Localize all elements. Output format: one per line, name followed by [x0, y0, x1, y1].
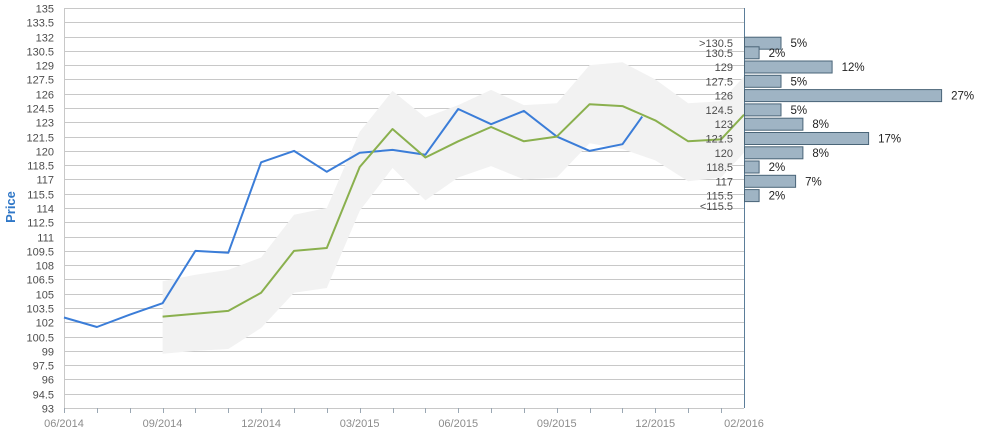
histogram-bin-label: 120 [715, 148, 733, 160]
confidence-band [162, 62, 745, 354]
histogram-pct-label: 27% [951, 91, 974, 103]
y-tick-label: 129 [36, 61, 54, 73]
histogram: >130.5 5% 130.5 2% 129 12% 127.5 5% 126 27% 124.5 5… [699, 36, 974, 213]
x-tick-label: 02/2016 [724, 418, 764, 430]
histogram-pct-label: 8% [812, 148, 829, 160]
y-tick-label: 121.5 [26, 133, 54, 145]
histogram-pct-label: 8% [812, 119, 829, 131]
histogram-bar [744, 36, 782, 50]
y-tick-label: 132 [36, 33, 54, 45]
x-axis-ticks: 06/2014 09/2014 12/2014 03/2015 06/2015 09/20… [44, 408, 764, 430]
y-tick-label: 96 [42, 375, 54, 387]
y-tick-label: 130.5 [26, 47, 54, 59]
histogram-pct-label: 2% [769, 191, 786, 203]
histogram-bin-label: 117 [715, 176, 733, 188]
histogram-bin-label: >130.5 [699, 38, 733, 50]
y-tick-label: 135 [36, 4, 54, 16]
x-tick-label: 03/2015 [340, 418, 380, 430]
histogram-bin-label: 123 [715, 119, 733, 131]
histogram-pct-label: 2% [769, 48, 786, 60]
histogram-pct-label: 5% [791, 76, 808, 88]
y-tick-label: 126 [36, 90, 54, 102]
histogram-bar [744, 189, 760, 203]
x-tick-label: 09/2014 [143, 418, 183, 430]
histogram-bar [744, 60, 833, 74]
histogram-pct-label: 12% [842, 62, 865, 74]
y-tick-label: 123 [36, 118, 54, 130]
histogram-bin-label: <115.5 [700, 201, 733, 213]
y-tick-label: 133.5 [26, 18, 54, 30]
y-tick-label: 114 [36, 204, 54, 216]
y-tick-label: 100.5 [26, 333, 54, 345]
series-line-2 [162, 103, 745, 318]
x-tick-label: 06/2014 [44, 418, 84, 430]
y-tick-label: 106.5 [26, 275, 54, 287]
histogram-bin-label: 126 [715, 91, 733, 103]
y-tick-label: 105 [36, 290, 54, 302]
histogram-bar [744, 160, 760, 174]
histogram-bin-label: 118.5 [706, 162, 733, 174]
y-axis-title: Price [3, 191, 18, 223]
band-area [162, 62, 745, 354]
histogram-pct-label: 5% [791, 38, 808, 50]
y-axis-ticks: 93 94.5 96 97.5 99 100.5 102 103.5 105 106.5 108 10… [26, 4, 54, 416]
y-tick-label: 117 [36, 175, 54, 187]
histogram-bar [744, 46, 760, 60]
x-tick-label: 09/2015 [537, 418, 577, 430]
histogram-pct-label: 5% [791, 105, 808, 117]
histogram-bar [744, 89, 943, 103]
x-tick-label: 12/2014 [241, 418, 281, 430]
histogram-bar [744, 117, 804, 131]
histogram-bar [744, 174, 797, 188]
y-tick-label: 94.5 [33, 390, 54, 402]
histogram-bar [744, 74, 782, 88]
histogram-pct-label: 7% [805, 176, 822, 188]
histogram-pct-label: 17% [878, 133, 901, 145]
y-tick-label: 99 [42, 347, 54, 359]
y-tick-label: 127.5 [26, 75, 54, 87]
y-tick-label: 112.5 [27, 218, 54, 230]
histogram-bin-label: 130.5 [705, 48, 733, 60]
x-tick-label: 06/2015 [438, 418, 478, 430]
x-tick-label: 12/2015 [635, 418, 675, 430]
histogram-bar [744, 103, 782, 117]
y-tick-label: 118.5 [27, 161, 54, 173]
histogram-bin-label: 115.5 [706, 191, 733, 203]
histogram-pct-label: 2% [769, 162, 786, 174]
y-tick-label: 120 [36, 147, 54, 159]
y-tick-label: 115.5 [27, 190, 54, 202]
y-tick-label: 93 [42, 404, 54, 416]
histogram-bin-label: 121.5 [705, 133, 733, 145]
series-lines [63, 103, 745, 328]
y-tick-label: 108 [36, 261, 54, 273]
histogram-bar [744, 146, 804, 160]
histogram-bar [744, 132, 870, 145]
y-tick-label: 97.5 [33, 361, 54, 373]
y-tick-label: 103.5 [26, 304, 54, 316]
histogram-bin-label: 129 [715, 62, 733, 74]
y-tick-label: 111 [37, 233, 54, 245]
y-tick-label: 124.5 [26, 104, 54, 116]
histogram-bin-label: 124.5 [705, 105, 733, 117]
histogram-bin-label: 127.5 [705, 76, 733, 88]
y-tick-label: 102 [36, 318, 54, 330]
y-tick-label: 109.5 [26, 247, 54, 259]
